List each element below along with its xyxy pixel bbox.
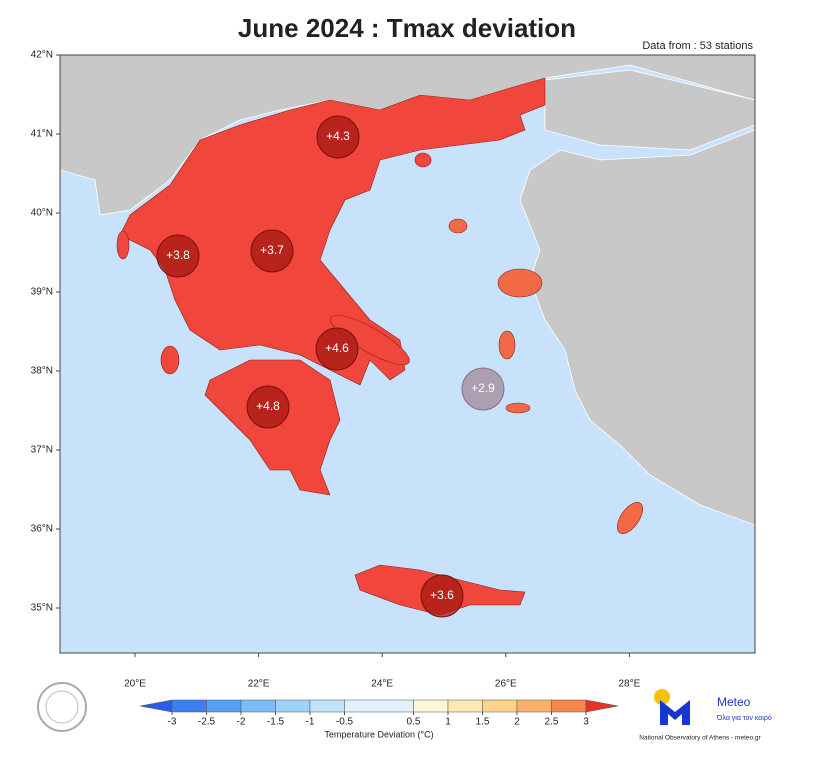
station-marker <box>461 367 505 411</box>
station-label: +2.9 <box>471 381 495 395</box>
colorbar-segment <box>482 699 518 713</box>
lat-label: 40°N <box>31 208 53 219</box>
colorbar-tick-label: -3 <box>168 717 177 728</box>
colorbar-tick-label: -1.5 <box>267 717 285 728</box>
rhodes <box>617 502 643 534</box>
map <box>60 55 755 653</box>
colorbar-segment <box>206 699 242 713</box>
colorbar-tick-label: -2.5 <box>198 717 216 728</box>
colorbar-tick-label: 2 <box>514 717 520 728</box>
logo-mark <box>660 700 690 725</box>
colorbar-arrow-left <box>139 699 173 713</box>
station-marker <box>156 234 200 278</box>
station-label: +3.6 <box>430 588 454 602</box>
title: June 2024 : Tmax deviation <box>238 13 576 43</box>
colorbar-tick-label: 2.5 <box>545 717 559 728</box>
euboea <box>330 314 410 366</box>
colorbar-tick-label: -0.5 <box>336 717 354 728</box>
lesvos <box>497 268 543 298</box>
colorbar-segment <box>447 699 483 713</box>
kefalonia <box>160 345 180 375</box>
lat-label: 37°N <box>31 445 53 456</box>
colorbar-segment <box>413 699 449 713</box>
map-frame <box>59 54 756 654</box>
seal <box>37 682 87 732</box>
station-label: +4.3 <box>326 129 350 143</box>
station-label: +3.8 <box>166 248 190 262</box>
east-thrace <box>544 69 755 151</box>
station-label: +4.8 <box>256 399 280 413</box>
lat-label: 35°N <box>31 603 53 614</box>
turkey <box>519 129 755 526</box>
thasos <box>414 152 432 168</box>
colorbar-segment <box>275 699 311 713</box>
logo-tagline: Όλα για τον καιρό <box>716 714 772 722</box>
colorbar-tick-label: 0.5 <box>407 717 421 728</box>
station-marker <box>246 385 290 429</box>
lat-label: 39°N <box>31 287 53 298</box>
lat-label: 42°N <box>31 50 53 61</box>
station-marker <box>316 115 360 159</box>
greece-mainland <box>119 77 546 386</box>
station-label: +4.6 <box>325 341 349 355</box>
logo-credit: National Observatory of Athens - meteo.g… <box>639 735 761 742</box>
lat-label: 36°N <box>31 524 53 535</box>
logo-sun <box>654 689 670 705</box>
samos <box>505 402 531 414</box>
station-label: +3.7 <box>260 243 284 257</box>
lon-label: 28°E <box>619 679 641 690</box>
colorbar-segment <box>240 699 276 713</box>
colorbar-tick-label: -1 <box>306 717 315 728</box>
colorbar-tick-label: 3 <box>583 717 589 728</box>
lon-label: 26°E <box>495 679 517 690</box>
station-marker <box>315 327 359 371</box>
lon-label: 22°E <box>248 679 270 690</box>
colorbar-label: Temperature Deviation (°C) <box>324 729 433 739</box>
colorbar-segment <box>171 699 207 713</box>
colorbar-segment <box>516 699 552 713</box>
lon-label: 24°E <box>371 679 393 690</box>
station-marker <box>420 574 464 618</box>
corfu <box>116 230 130 260</box>
station-marker <box>250 229 294 273</box>
colorbar-segment <box>551 699 587 713</box>
chios <box>498 330 516 360</box>
colorbar-tick-label: 1.5 <box>476 717 490 728</box>
subtitle: Data from : 53 stations <box>642 40 753 52</box>
lemnos <box>448 218 468 234</box>
seal-inner <box>45 690 79 724</box>
lon-label: 20°E <box>124 679 146 690</box>
colorbar-arrow-right <box>585 699 619 713</box>
colorbar-segment <box>309 699 345 713</box>
colorbar-tick-label: -2 <box>237 717 246 728</box>
colorbar-tick-label: 1 <box>445 717 451 728</box>
colorbar-segment <box>344 699 414 713</box>
lat-label: 41°N <box>31 129 53 140</box>
logo-name: Meteo <box>717 695 751 709</box>
lat-label: 38°N <box>31 366 53 377</box>
